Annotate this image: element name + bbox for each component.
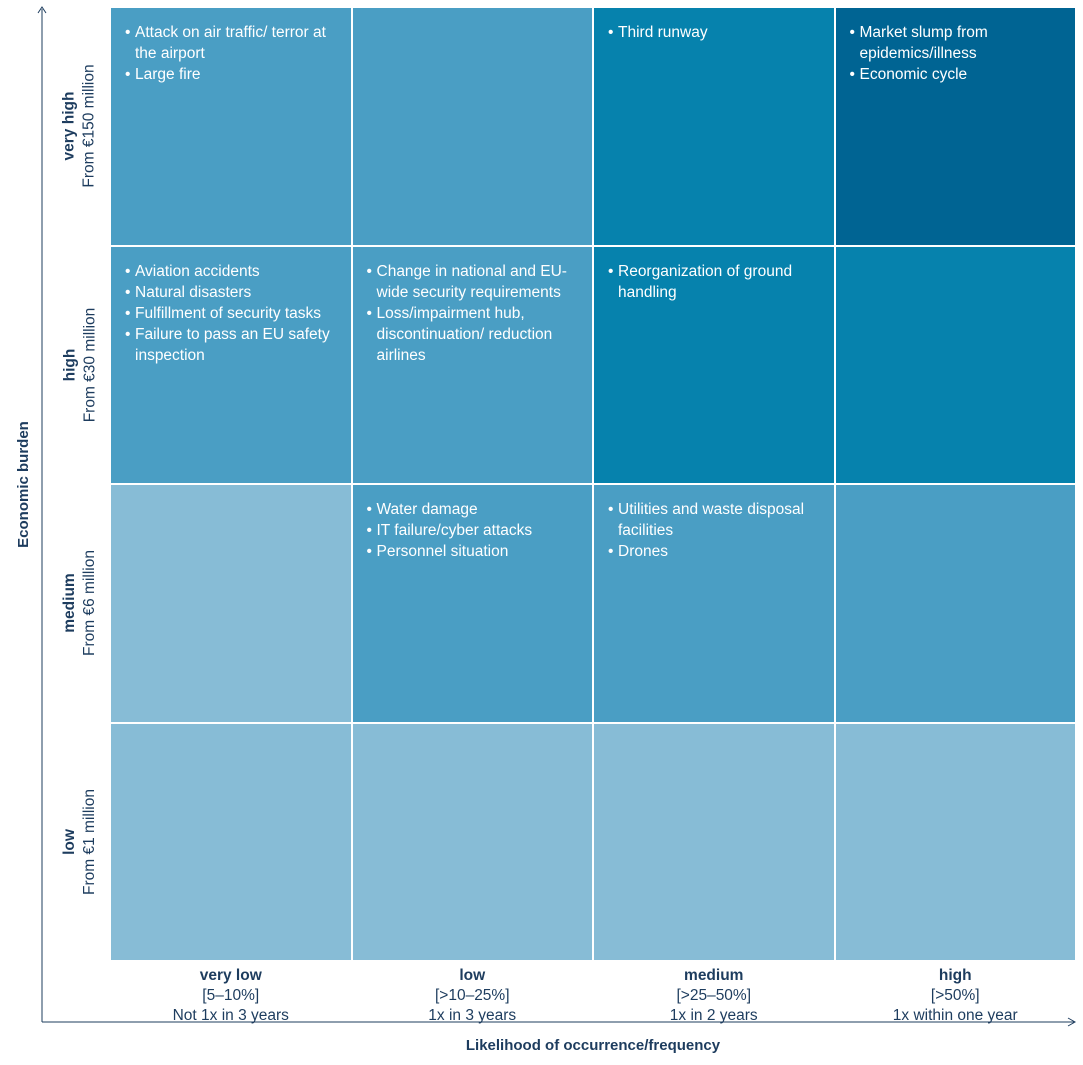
column-range: [>10–25%] [434, 987, 510, 1004]
matrix-cell: Utilities and waste disposal facilitiesD… [594, 485, 834, 722]
column-label: high [>50%] 1x within one year [835, 966, 1075, 1026]
matrix-cell [111, 485, 351, 722]
risk-item: Change in national and EU-wide security … [367, 261, 583, 303]
risk-list: Reorganization of ground handling [608, 261, 824, 303]
risk-list: Third runway [608, 22, 824, 43]
matrix-cell [352, 8, 592, 245]
row-level: very high [61, 91, 78, 161]
risk-item: Large fire [125, 64, 341, 85]
row-label: low From €1 million [50, 724, 110, 961]
column-level: low [459, 967, 486, 984]
matrix-cell [111, 723, 351, 960]
row-level: high [61, 348, 78, 382]
row-label: very high From €150 million [50, 8, 110, 245]
row-label-text: very high From €150 million [60, 65, 100, 188]
row-level: low [61, 828, 79, 855]
matrix-cell: Attack on air traffic/ terror at the air… [111, 8, 351, 245]
row-label-text: high From €30 million [60, 307, 100, 422]
risk-item: Water damage [367, 499, 583, 520]
column-frequency: 1x within one year [892, 1007, 1018, 1024]
risk-list: Utilities and waste disposal facilitiesD… [608, 499, 824, 562]
matrix-cell: Market slump from epidemics/illnessEcono… [835, 8, 1075, 245]
risk-list: Change in national and EU-wide security … [367, 261, 583, 366]
y-axis-title-wrap: Economic burden [8, 8, 38, 960]
column-range: [>50%] [930, 987, 980, 1004]
matrix-cell [352, 723, 592, 960]
risk-item: Economic cycle [850, 64, 1066, 85]
risk-item: Reorganization of ground handling [608, 261, 824, 303]
risk-item: Third runway [608, 22, 824, 43]
risk-item: Failure to pass an EU safety inspection [125, 324, 341, 366]
x-axis-title: Likelihood of occurrence/frequency [465, 1037, 721, 1054]
row-amount: From €30 million [81, 307, 98, 423]
matrix-cell [835, 723, 1075, 960]
risk-item: Attack on air traffic/ terror at the air… [125, 22, 341, 64]
row-amount: From €1 million [81, 788, 99, 895]
y-axis-arrow-icon [37, 6, 47, 14]
matrix-cell [594, 723, 834, 960]
column-range: [>25–50%] [676, 987, 752, 1004]
column-level: medium [684, 967, 744, 984]
column-frequency: Not 1x in 3 years [172, 1007, 289, 1024]
row-label-text: medium From €6 million [60, 550, 100, 656]
row-label: high From €30 million [50, 247, 110, 484]
risk-list: Attack on air traffic/ terror at the air… [125, 22, 341, 85]
column-frequency: 1x in 3 years [428, 1007, 517, 1024]
risk-item: Loss/impairment hub, discontinuation/ re… [367, 303, 583, 366]
row-label: medium From €6 million [50, 485, 110, 722]
matrix-cell [835, 485, 1075, 722]
column-label: very low [5–10%] Not 1x in 3 years [111, 966, 351, 1026]
matrix-cell: Reorganization of ground handling [594, 246, 834, 483]
risk-item: Fulfillment of security tasks [125, 303, 341, 324]
matrix-cell: Water damageIT failure/cyber attacksPers… [352, 485, 592, 722]
x-axis-arrow-icon [1067, 1017, 1077, 1027]
risk-item: IT failure/cyber attacks [367, 520, 583, 541]
risk-item: Natural disasters [125, 282, 341, 303]
matrix-cell: Change in national and EU-wide security … [352, 246, 592, 483]
column-label: low [>10–25%] 1x in 3 years [352, 966, 592, 1026]
row-label-text: low From €1 million [60, 789, 100, 895]
column-label: medium [>25–50%] 1x in 2 years [594, 966, 834, 1026]
column-level: very low [199, 967, 262, 984]
matrix-cell [835, 246, 1075, 483]
row-amount: From €6 million [81, 550, 99, 657]
y-axis-title: Economic burden [14, 420, 32, 548]
risk-item: Market slump from epidemics/illness [850, 22, 1066, 64]
matrix-cell: Aviation accidentsNatural disastersFulfi… [111, 246, 351, 483]
risk-matrix-grid: Attack on air traffic/ terror at the air… [111, 8, 1075, 960]
risk-item: Utilities and waste disposal facilities [608, 499, 824, 541]
risk-item: Drones [608, 541, 824, 562]
column-level: high [938, 967, 972, 984]
risk-item: Personnel situation [367, 541, 583, 562]
risk-item: Aviation accidents [125, 261, 341, 282]
risk-list: Water damageIT failure/cyber attacksPers… [367, 499, 583, 562]
row-level: medium [61, 573, 79, 633]
column-range: [5–10%] [202, 987, 260, 1004]
risk-list: Aviation accidentsNatural disastersFulfi… [125, 261, 341, 366]
risk-list: Market slump from epidemics/illnessEcono… [850, 22, 1066, 85]
column-frequency: 1x in 2 years [669, 1007, 758, 1024]
matrix-cell: Third runway [594, 8, 834, 245]
row-amount: From €150 million [81, 64, 98, 188]
